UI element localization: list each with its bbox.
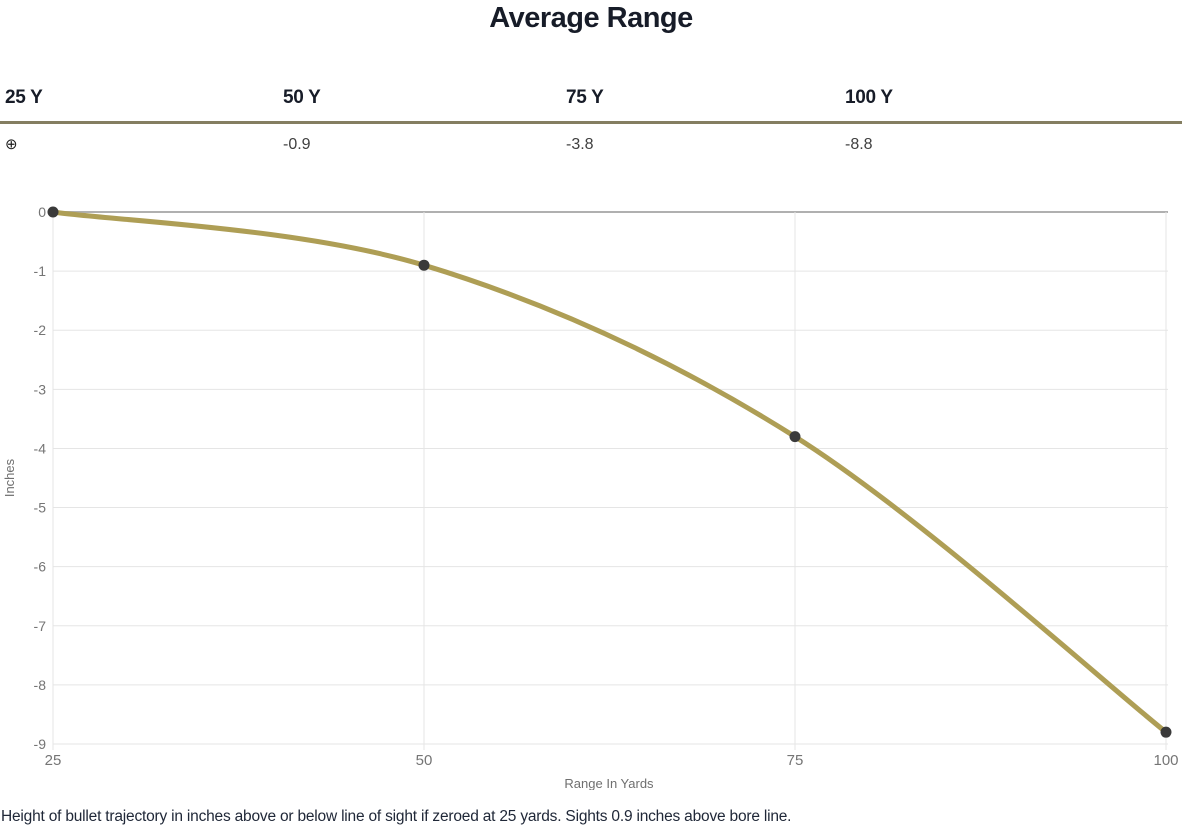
y-tick--7: -7 [34, 618, 47, 634]
data-point-50y[interactable] [418, 259, 430, 271]
x-tick-25: 25 [45, 752, 62, 769]
data-point-25y[interactable] [47, 206, 59, 218]
range-value-50y: -0.9 [283, 136, 311, 153]
range-value-100y: -8.8 [845, 136, 873, 153]
page-title: Average Range [489, 2, 693, 34]
y-tick--3: -3 [34, 381, 47, 397]
x-tick-50: 50 [416, 752, 433, 769]
trajectory-chart[interactable]: 0 -1 -2 -3 -4 -5 -6 -7 -8 -9 25 50 75 100 Inches Rang… [0, 190, 1182, 791]
range-header-25y: 25 Y [5, 87, 43, 108]
data-point-100y[interactable] [1160, 726, 1172, 738]
range-header-75y: 75 Y [566, 87, 604, 108]
y-tick--4: -4 [34, 440, 47, 456]
range-value-75y: -3.8 [566, 136, 594, 153]
gridline-layer [52, 211, 1168, 750]
range-table-header-row: 25 Y 50 Y 75 Y 100 Y [0, 78, 1182, 124]
y-axis-label: Inches [2, 458, 17, 497]
x-axis-label: Range In Yards [564, 776, 654, 790]
y-tick--1: -1 [34, 263, 47, 279]
trajectory-line [50, 209, 1169, 735]
y-tick--2: -2 [34, 322, 47, 338]
range-table: 25 Y 50 Y 75 Y 100 Y ⊕ -0.9 -3.8 -8.8 [0, 78, 1182, 153]
y-tick--6: -6 [34, 559, 47, 575]
range-header-100y: 100 Y [845, 87, 893, 108]
x-tick-75: 75 [787, 752, 804, 769]
x-tick-100: 100 [1153, 752, 1178, 769]
zero-crosshair-symbol: ⊕ [5, 136, 18, 153]
trajectory-chart-canvas[interactable]: 0 -1 -2 -3 -4 -5 -6 -7 -8 -925 50 75 100 Inches Rang… [0, 190, 1182, 791]
range-table-value-row: ⊕ -0.9 -3.8 -8.8 [0, 124, 1182, 153]
data-point-75y[interactable] [789, 431, 801, 443]
series-layer [47, 206, 1172, 738]
y-tick--5: -5 [34, 500, 47, 516]
range-header-50y: 50 Y [283, 87, 321, 108]
tick-label-layer: 0 -1 -2 -3 -4 -5 -6 -7 -8 -925 50 75 100 [34, 204, 1179, 769]
y-tick--8: -8 [34, 677, 47, 693]
chart-footnote: Height of bullet trajectory in inches ab… [1, 808, 792, 825]
y-tick-0: 0 [38, 204, 46, 220]
y-tick--9: -9 [34, 736, 47, 752]
